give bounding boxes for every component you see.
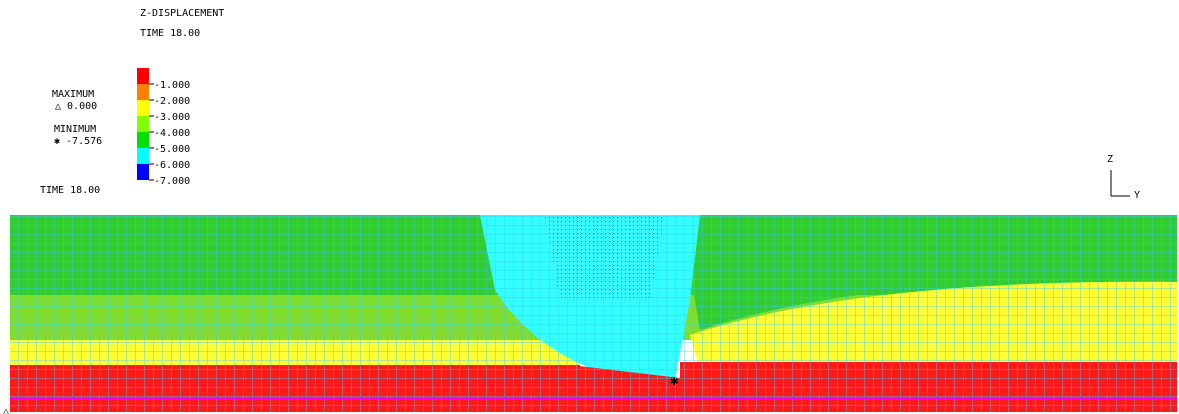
- minimum-marker: ✱: [670, 373, 679, 389]
- legend-level-7: -7.000: [154, 176, 191, 187]
- legend-swatch: [137, 68, 149, 84]
- legend-level-2: -2.000: [154, 96, 191, 107]
- legend-swatch: [137, 132, 149, 148]
- legend-level-5: -5.000: [154, 144, 191, 155]
- legend-swatch: [137, 148, 149, 164]
- legend-level-6: -6.000: [154, 160, 191, 171]
- legend-color-bar: [137, 68, 154, 181]
- legend-level-1: -1.000: [154, 80, 191, 91]
- legend-swatch: [137, 164, 149, 180]
- max-value: △ 0.000: [55, 101, 98, 112]
- plot-time: TIME 18.00: [140, 28, 201, 39]
- legend-swatch: [137, 116, 149, 132]
- axis-triad: [1110, 170, 1130, 197]
- max-label: MAXIMUM: [52, 89, 95, 100]
- axis-y-label: Y: [1134, 190, 1141, 201]
- maximum-marker: △: [3, 406, 9, 414]
- legend-level-3: -3.000: [154, 112, 191, 123]
- min-value: ✱ -7.576: [54, 136, 103, 147]
- axis-z-label: Z: [1107, 154, 1114, 165]
- legend-swatch: [137, 100, 149, 116]
- mesh-region: [10, 215, 1177, 412]
- plot-title: Z-DISPLACEMENT: [140, 8, 225, 19]
- mesh-overlay: [10, 215, 1177, 412]
- legend-swatch: [137, 84, 149, 100]
- min-label: MINIMUM: [54, 124, 97, 135]
- legend-level-4: -4.000: [154, 128, 191, 139]
- legend-time: TIME 18.00: [40, 185, 101, 196]
